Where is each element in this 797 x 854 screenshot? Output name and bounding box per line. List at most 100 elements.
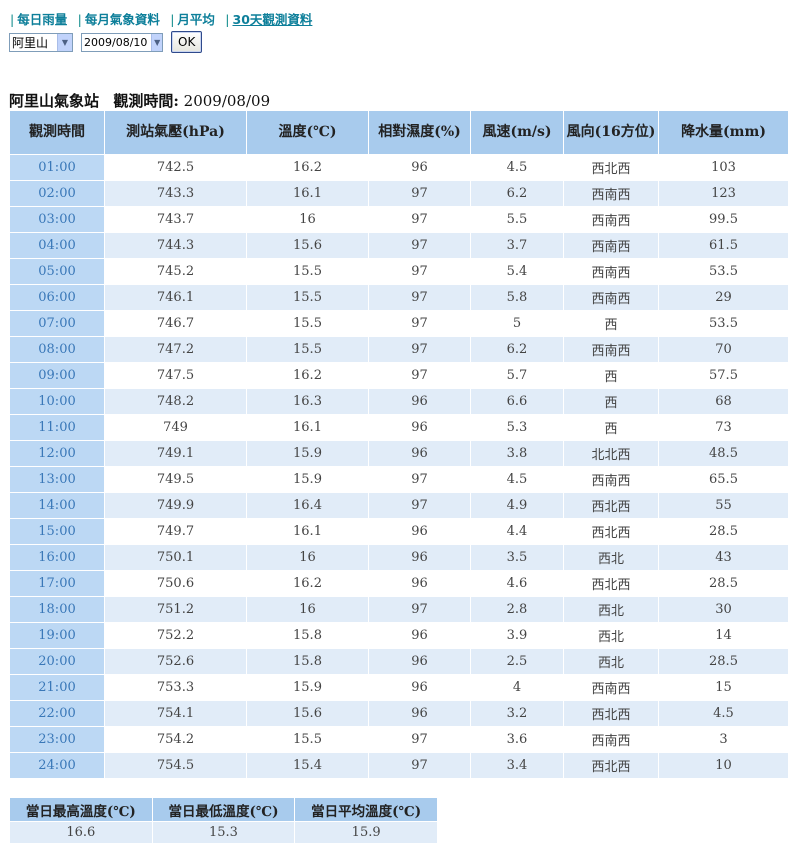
cell-time: 10:00 bbox=[9, 388, 105, 415]
cell-pressure: 747.2 bbox=[104, 336, 247, 363]
cell-wind-direction: 西南西 bbox=[563, 206, 659, 233]
cell-wind-direction: 西北西 bbox=[563, 700, 659, 727]
station-name: 阿里山氣象站 bbox=[9, 92, 100, 110]
cell-humidity: 97 bbox=[368, 180, 471, 207]
cell-temperature: 15.5 bbox=[246, 310, 369, 337]
table-row: 19:00 752.2 15.8 96 3.9 西北 14 bbox=[9, 622, 789, 649]
daily-summary-table: 當日最高溫度(℃) 當日最低溫度(℃) 當日平均溫度(℃) 16.6 15.3 … bbox=[9, 797, 438, 844]
cell-precipitation: 4.5 bbox=[658, 700, 789, 727]
cell-pressure: 750.6 bbox=[104, 570, 247, 597]
cell-temperature: 15.8 bbox=[246, 622, 369, 649]
cell-pressure: 750.1 bbox=[104, 544, 247, 571]
cell-time: 06:00 bbox=[9, 284, 105, 311]
nav-monthly-weather[interactable]: 每月氣象資料 bbox=[84, 12, 160, 27]
cell-humidity: 96 bbox=[368, 622, 471, 649]
cell-pressure: 748.2 bbox=[104, 388, 247, 415]
cell-wind-speed: 4.5 bbox=[470, 466, 564, 493]
cell-time: 15:00 bbox=[9, 518, 105, 545]
header-precipitation: 降水量(mm) bbox=[658, 110, 789, 155]
header-temperature: 溫度(℃) bbox=[246, 110, 369, 155]
cell-pressure: 752.6 bbox=[104, 648, 247, 675]
cell-precipitation: 70 bbox=[658, 336, 789, 363]
cell-humidity: 96 bbox=[368, 154, 471, 181]
cell-time: 03:00 bbox=[9, 206, 105, 233]
table-row: 07:00 746.7 15.5 97 5 西 53.5 bbox=[9, 310, 789, 337]
cell-wind-direction: 西北 bbox=[563, 596, 659, 623]
cell-humidity: 97 bbox=[368, 258, 471, 285]
summary-max-temp: 16.6 bbox=[9, 821, 153, 844]
summary-min-temp-header: 當日最低溫度(℃) bbox=[151, 797, 296, 822]
summary-avg-temp: 15.9 bbox=[294, 821, 438, 844]
cell-wind-direction: 西南西 bbox=[563, 466, 659, 493]
filter-controls: 阿里山 ▼ 2009/08/10 ▼ OK bbox=[9, 31, 203, 53]
cell-time: 24:00 bbox=[9, 752, 105, 779]
cell-humidity: 97 bbox=[368, 362, 471, 389]
summary-avg-temp-header: 當日平均溫度(℃) bbox=[294, 797, 438, 822]
ok-button[interactable]: OK bbox=[171, 31, 203, 53]
cell-precipitation: 73 bbox=[658, 414, 789, 441]
summary-value-row: 16.6 15.3 15.9 bbox=[9, 821, 438, 844]
table-row: 04:00 744.3 15.6 97 3.7 西南西 61.5 bbox=[9, 232, 789, 259]
table-row: 13:00 749.5 15.9 97 4.5 西南西 65.5 bbox=[9, 466, 789, 493]
cell-humidity: 97 bbox=[368, 336, 471, 363]
cell-temperature: 16.4 bbox=[246, 492, 369, 519]
cell-temperature: 16.2 bbox=[246, 154, 369, 181]
cell-time: 07:00 bbox=[9, 310, 105, 337]
nav-monthly-average[interactable]: 月平均 bbox=[177, 12, 215, 27]
cell-precipitation: 28.5 bbox=[658, 518, 789, 545]
cell-temperature: 15.9 bbox=[246, 466, 369, 493]
cell-wind-speed: 3.5 bbox=[470, 544, 564, 571]
cell-humidity: 97 bbox=[368, 596, 471, 623]
cell-wind-direction: 西北西 bbox=[563, 570, 659, 597]
cell-wind-speed: 3.6 bbox=[470, 726, 564, 753]
table-row: 22:00 754.1 15.6 96 3.2 西北西 4.5 bbox=[9, 700, 789, 727]
cell-time: 14:00 bbox=[9, 492, 105, 519]
cell-wind-direction: 西南西 bbox=[563, 726, 659, 753]
page-title: 阿里山氣象站 觀測時間: 2009/08/09 bbox=[9, 90, 270, 111]
observation-date: 2009/08/09 bbox=[183, 92, 271, 110]
chevron-down-icon[interactable]: ▼ bbox=[57, 33, 72, 51]
cell-precipitation: 43 bbox=[658, 544, 789, 571]
cell-humidity: 96 bbox=[368, 570, 471, 597]
table-row: 23:00 754.2 15.5 97 3.6 西南西 3 bbox=[9, 726, 789, 753]
cell-humidity: 97 bbox=[368, 752, 471, 779]
cell-time: 19:00 bbox=[9, 622, 105, 649]
summary-max-temp-header: 當日最高溫度(℃) bbox=[9, 797, 153, 822]
cell-humidity: 97 bbox=[368, 726, 471, 753]
date-select[interactable]: 2009/08/10 ▼ bbox=[81, 32, 163, 52]
cell-humidity: 97 bbox=[368, 284, 471, 311]
table-row: 02:00 743.3 16.1 97 6.2 西南西 123 bbox=[9, 180, 789, 207]
cell-time: 01:00 bbox=[9, 154, 105, 181]
cell-temperature: 16 bbox=[246, 544, 369, 571]
nav-daily-rainfall[interactable]: 每日雨量 bbox=[17, 12, 68, 27]
table-row: 10:00 748.2 16.3 96 6.6 西 68 bbox=[9, 388, 789, 415]
cell-temperature: 15.6 bbox=[246, 700, 369, 727]
cell-precipitation: 55 bbox=[658, 492, 789, 519]
cell-wind-direction: 西北 bbox=[563, 648, 659, 675]
cell-pressure: 751.2 bbox=[104, 596, 247, 623]
cell-wind-speed: 2.5 bbox=[470, 648, 564, 675]
header-humidity: 相對濕度(%) bbox=[368, 110, 471, 155]
cell-wind-direction: 西南西 bbox=[563, 258, 659, 285]
cell-wind-speed: 2.8 bbox=[470, 596, 564, 623]
cell-wind-speed: 3.2 bbox=[470, 700, 564, 727]
cell-humidity: 97 bbox=[368, 232, 471, 259]
cell-wind-speed: 4.9 bbox=[470, 492, 564, 519]
chevron-down-icon[interactable]: ▼ bbox=[151, 33, 162, 51]
cell-time: 09:00 bbox=[9, 362, 105, 389]
cell-humidity: 97 bbox=[368, 466, 471, 493]
table-row: 16:00 750.1 16 96 3.5 西北 43 bbox=[9, 544, 789, 571]
table-row: 20:00 752.6 15.8 96 2.5 西北 28.5 bbox=[9, 648, 789, 675]
cell-precipitation: 10 bbox=[658, 752, 789, 779]
cell-pressure: 747.5 bbox=[104, 362, 247, 389]
cell-temperature: 15.9 bbox=[246, 440, 369, 467]
table-row: 09:00 747.5 16.2 97 5.7 西 57.5 bbox=[9, 362, 789, 389]
cell-precipitation: 99.5 bbox=[658, 206, 789, 233]
cell-pressure: 746.1 bbox=[104, 284, 247, 311]
nav-30day-observation[interactable]: 30天觀測資料 bbox=[232, 12, 313, 27]
cell-wind-speed: 5.8 bbox=[470, 284, 564, 311]
cell-time: 13:00 bbox=[9, 466, 105, 493]
cell-humidity: 96 bbox=[368, 414, 471, 441]
station-select[interactable]: 阿里山 ▼ bbox=[9, 32, 73, 52]
table-row: 06:00 746.1 15.5 97 5.8 西南西 29 bbox=[9, 284, 789, 311]
